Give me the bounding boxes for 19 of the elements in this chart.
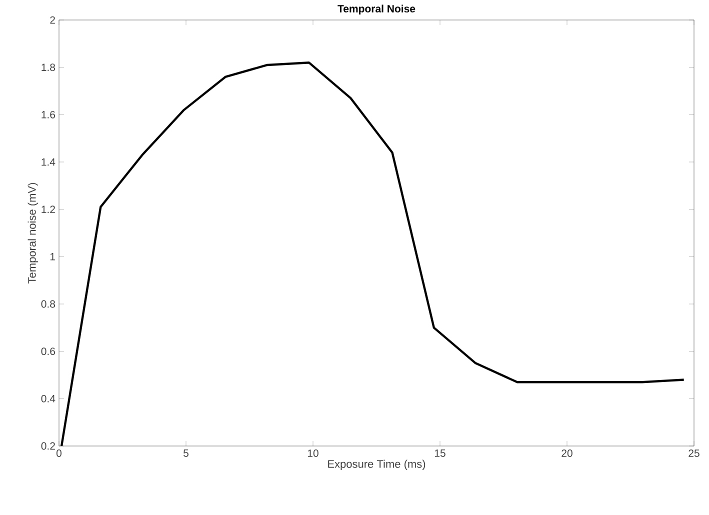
- x-tick-label: 5: [184, 450, 188, 457]
- y-tick-label: 1.6: [42, 110, 56, 118]
- y-axis-title: Temporal noise (mV): [28, 182, 38, 284]
- y-tick-label: 1.4: [42, 158, 56, 166]
- x-tick-label: 20: [562, 450, 572, 457]
- y-tick-label: 2: [50, 16, 55, 24]
- x-axis-title: Exposure Time (ms): [328, 460, 426, 470]
- x-tick-label: 15: [434, 450, 446, 457]
- y-tick-label: 1.2: [42, 206, 55, 213]
- chart-title: Temporal Noise: [338, 4, 416, 14]
- y-tick-label: 1.8: [42, 64, 56, 72]
- y-tick-label: 0.6: [41, 348, 56, 356]
- y-tick-label: 0.4: [41, 394, 56, 402]
- y-tick-label: 1: [50, 253, 55, 260]
- x-tick-label: 25: [688, 450, 700, 457]
- x-tick-label: 10: [308, 450, 318, 457]
- x-tick-label: 0: [56, 450, 62, 457]
- y-tick-label: 0.8: [41, 300, 56, 308]
- y-tick-label: 0.2: [41, 442, 55, 450]
